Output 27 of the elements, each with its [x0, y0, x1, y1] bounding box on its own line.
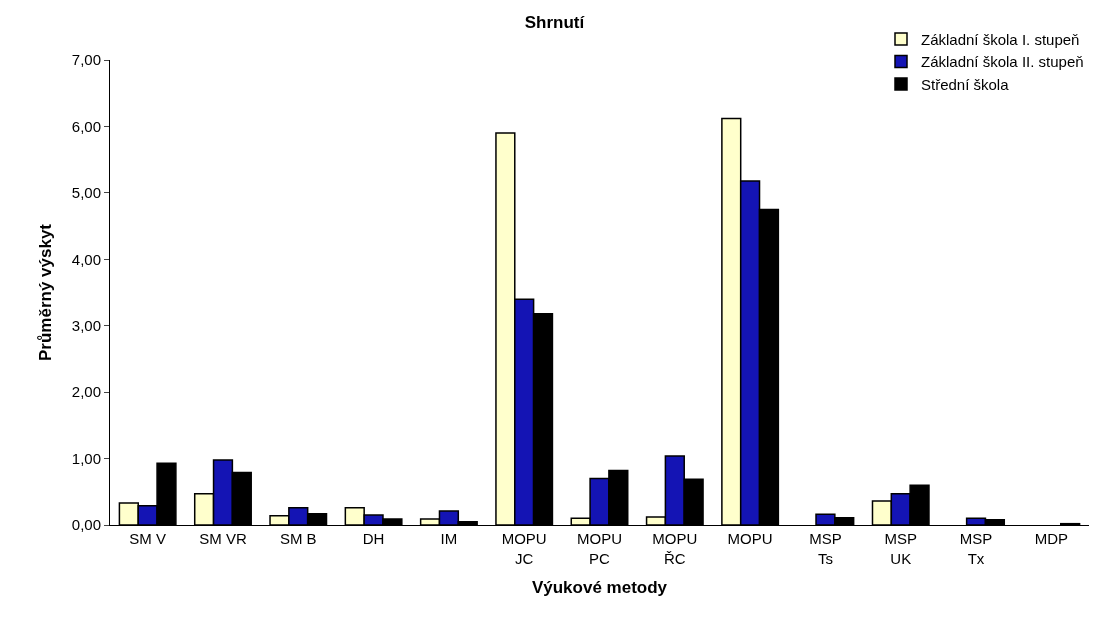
- x-tick-label: SM V: [129, 530, 166, 547]
- x-tick-label: DH: [362, 530, 385, 547]
- x-tick-label: MDP: [1034, 530, 1069, 547]
- x-tick-label: MOPU: [727, 530, 773, 547]
- x-tick-label: MOPU JC: [501, 530, 547, 567]
- y-tick-label: 0,00: [71, 516, 101, 534]
- y-tick-label: 1,00: [71, 449, 101, 467]
- legend-label: Základní škola I. stupeň: [921, 30, 1080, 48]
- y-tick-label: 6,00: [71, 117, 101, 135]
- x-tick-label: MSP Ts: [809, 530, 842, 567]
- legend-label: Základní škola II. stupeň: [921, 53, 1084, 71]
- chart-title: Shrnutí: [524, 12, 586, 32]
- x-tick-label: SM B: [279, 530, 317, 547]
- y-tick-label: 3,00: [71, 316, 101, 334]
- x-tick-label: IM: [440, 530, 458, 547]
- x-tick-label: MSP Tx: [959, 530, 993, 567]
- x-axis-title: Výukové metody: [531, 577, 668, 597]
- legend-label: Střední škola: [921, 75, 1010, 93]
- x-tick-label: MSP UK: [884, 530, 917, 567]
- y-tick-label: 5,00: [71, 184, 101, 202]
- y-tick-label: 2,00: [71, 383, 101, 401]
- x-tick-label: SM VR: [199, 530, 247, 547]
- x-tick-label: MOPU PC: [577, 530, 622, 567]
- y-tick-label: 7,00: [71, 51, 101, 69]
- y-axis-title: Průměrný výskyt: [36, 223, 56, 362]
- x-tick-label: MOPU ŘC: [652, 530, 698, 567]
- y-tick-label: 4,00: [71, 250, 101, 268]
